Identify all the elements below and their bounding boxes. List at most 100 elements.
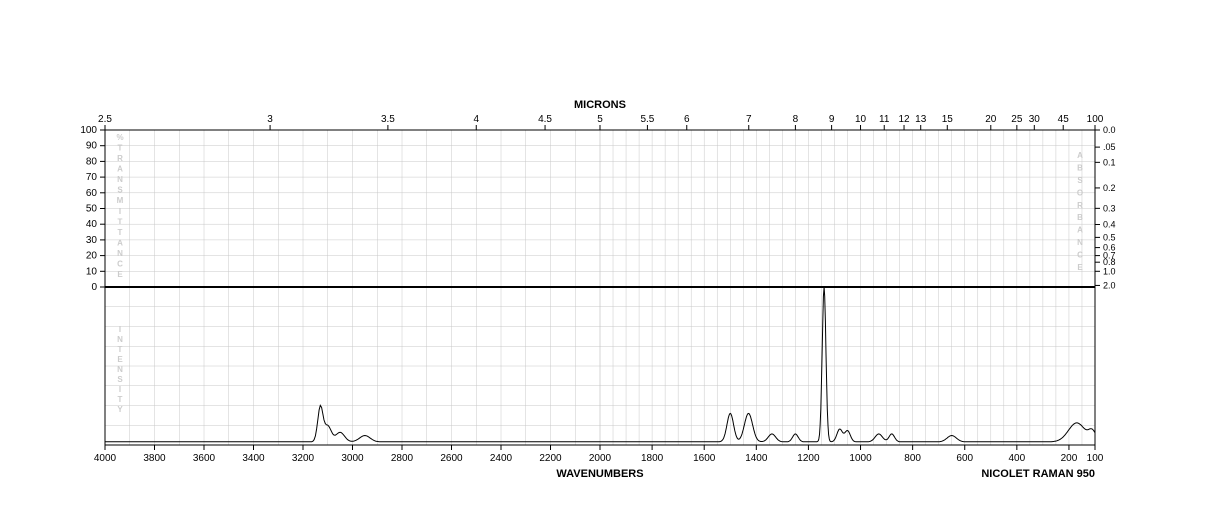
transmittance-watermark-letter: R (117, 154, 123, 163)
absorbance-watermark-letter: A (1077, 151, 1083, 160)
micron-tick-label: 2.5 (98, 114, 112, 125)
transmittance-watermark-letter: I (119, 207, 121, 216)
intensity-watermark-letter: T (118, 345, 123, 354)
instrument-label: NICOLET RAMAN 950 (981, 468, 1095, 480)
micron-tick-label: 25 (1011, 114, 1023, 125)
micron-tick-label: 7 (746, 114, 752, 125)
micron-tick-label: 12 (898, 114, 910, 125)
absorbance-tick-label: 0.1 (1103, 157, 1116, 167)
micron-axis: 2.533.544.555.56789101112131520253045100… (98, 99, 1104, 130)
intensity-watermark-letter: I (119, 385, 121, 394)
transmittance-tick-label: 40 (86, 219, 98, 230)
wavenumber-tick-label: 1600 (693, 453, 716, 464)
absorbance-tick-label: .05 (1103, 142, 1116, 152)
absorbance-axis: 0.0.050.10.20.30.40.50.60.70.81.02.0ABSO… (1077, 125, 1116, 290)
wavenumber-tick-label: 3400 (242, 453, 265, 464)
absorbance-watermark-letter: O (1077, 188, 1083, 197)
spectrum-svg: 4000380036003400320030002800260024002200… (0, 0, 1224, 528)
wavenumber-tick-label: 3000 (341, 453, 364, 464)
wavenumber-tick-label: 200 (1061, 453, 1078, 464)
wavenumber-tick-label: 400 (1008, 453, 1025, 464)
absorbance-watermark-letter: S (1077, 176, 1083, 185)
absorbance-tick-label: 2.0 (1103, 280, 1116, 290)
transmittance-watermark-letter: T (118, 144, 123, 153)
absorbance-tick-label: 0.0 (1103, 125, 1116, 135)
micron-tick-label: 20 (985, 114, 997, 125)
wavenumber-tick-label: 2000 (589, 453, 612, 464)
intensity-watermark-letter: I (119, 325, 121, 334)
transmittance-axis: 0102030405060708090100%TRANSMITTANCE (80, 125, 123, 293)
absorbance-tick-label: 0.3 (1103, 203, 1116, 213)
absorbance-watermark-letter: R (1077, 201, 1083, 210)
wavenumber-tick-label: 1000 (849, 453, 872, 464)
intensity-watermark-letter: E (117, 355, 123, 364)
wavenumber-tick-label: 1200 (797, 453, 820, 464)
absorbance-watermark-letter: A (1077, 226, 1083, 235)
intensity-watermark-letter: N (117, 335, 123, 344)
transmittance-watermark-letter: N (117, 249, 123, 258)
transmittance-watermark-letter: N (117, 175, 123, 184)
wavenumber-axis: 4000380036003400320030002800260024002200… (94, 445, 1104, 480)
absorbance-tick-label: 0.5 (1103, 232, 1116, 242)
transmittance-tick-label: 80 (86, 156, 98, 167)
intensity-watermark-letter: Y (117, 405, 123, 414)
absorbance-watermark-letter: C (1077, 251, 1083, 260)
absorbance-watermark-letter: B (1077, 213, 1083, 222)
transmittance-tick-label: 90 (86, 141, 98, 152)
micron-tick-label: 30 (1029, 114, 1041, 125)
transmittance-tick-label: 70 (86, 172, 98, 183)
micron-tick-label: 3 (267, 114, 273, 125)
wavenumber-tick-label: 2200 (539, 453, 562, 464)
absorbance-tick-label: 1.0 (1103, 266, 1116, 276)
transmittance-watermark-letter: E (117, 270, 123, 279)
micron-tick-label: 3.5 (381, 114, 395, 125)
spectrum-chart: 4000380036003400320030002800260024002200… (0, 0, 1224, 528)
wavenumber-axis-title: WAVENUMBERS (556, 468, 643, 480)
transmittance-tick-label: 30 (86, 235, 98, 246)
micron-tick-label: 15 (942, 114, 954, 125)
transmittance-tick-label: 50 (86, 204, 98, 215)
micron-tick-label: 45 (1058, 114, 1070, 125)
transmittance-tick-label: 60 (86, 188, 98, 199)
absorbance-tick-label: 0.2 (1103, 183, 1116, 193)
micron-tick-label: 10 (855, 114, 867, 125)
transmittance-watermark-letter: T (118, 217, 123, 226)
micron-tick-label: 11 (879, 114, 890, 125)
wavenumber-tick-label: 4000 (94, 453, 117, 464)
transmittance-watermark-letter: C (117, 259, 123, 268)
transmittance-watermark-letter: M (117, 196, 124, 205)
transmittance-watermark-letter: T (118, 228, 123, 237)
absorbance-watermark-letter: N (1077, 238, 1083, 247)
micron-tick-label: 13 (915, 114, 927, 125)
micron-tick-label: 5 (597, 114, 603, 125)
micron-tick-label: 100 (1087, 114, 1104, 125)
transmittance-tick-label: 100 (80, 125, 97, 136)
absorbance-watermark-letter: E (1077, 263, 1083, 272)
wavenumber-tick-label: 2400 (490, 453, 513, 464)
intensity-watermark: INTENSITY (117, 325, 123, 414)
intensity-watermark-letter: S (117, 375, 123, 384)
wavenumber-tick-label: 600 (956, 453, 973, 464)
absorbance-watermark-letter: B (1077, 163, 1083, 172)
transmittance-tick-label: 0 (91, 282, 97, 293)
transmittance-tick-label: 20 (86, 251, 98, 262)
transmittance-watermark-letter: % (116, 133, 123, 142)
micron-tick-label: 9 (829, 114, 835, 125)
micron-tick-label: 6 (684, 114, 690, 125)
wavenumber-tick-label: 1800 (641, 453, 664, 464)
wavenumber-tick-label: 1400 (745, 453, 768, 464)
micron-tick-label: 4.5 (538, 114, 552, 125)
micron-tick-label: 8 (793, 114, 799, 125)
micron-tick-label: 4 (473, 114, 479, 125)
transmittance-watermark-letter: A (117, 238, 123, 247)
micron-axis-title: MICRONS (574, 99, 626, 111)
wavenumber-tick-label: 3600 (193, 453, 216, 464)
intensity-watermark-letter: N (117, 365, 123, 374)
wavenumber-tick-label: 2800 (391, 453, 414, 464)
transmittance-watermark-letter: S (117, 186, 123, 195)
wavenumber-tick-label: 100 (1087, 453, 1104, 464)
transmittance-tick-label: 10 (86, 266, 98, 277)
wavenumber-tick-label: 3800 (143, 453, 166, 464)
wavenumber-tick-label: 3200 (292, 453, 315, 464)
absorbance-tick-label: 0.4 (1103, 220, 1116, 230)
